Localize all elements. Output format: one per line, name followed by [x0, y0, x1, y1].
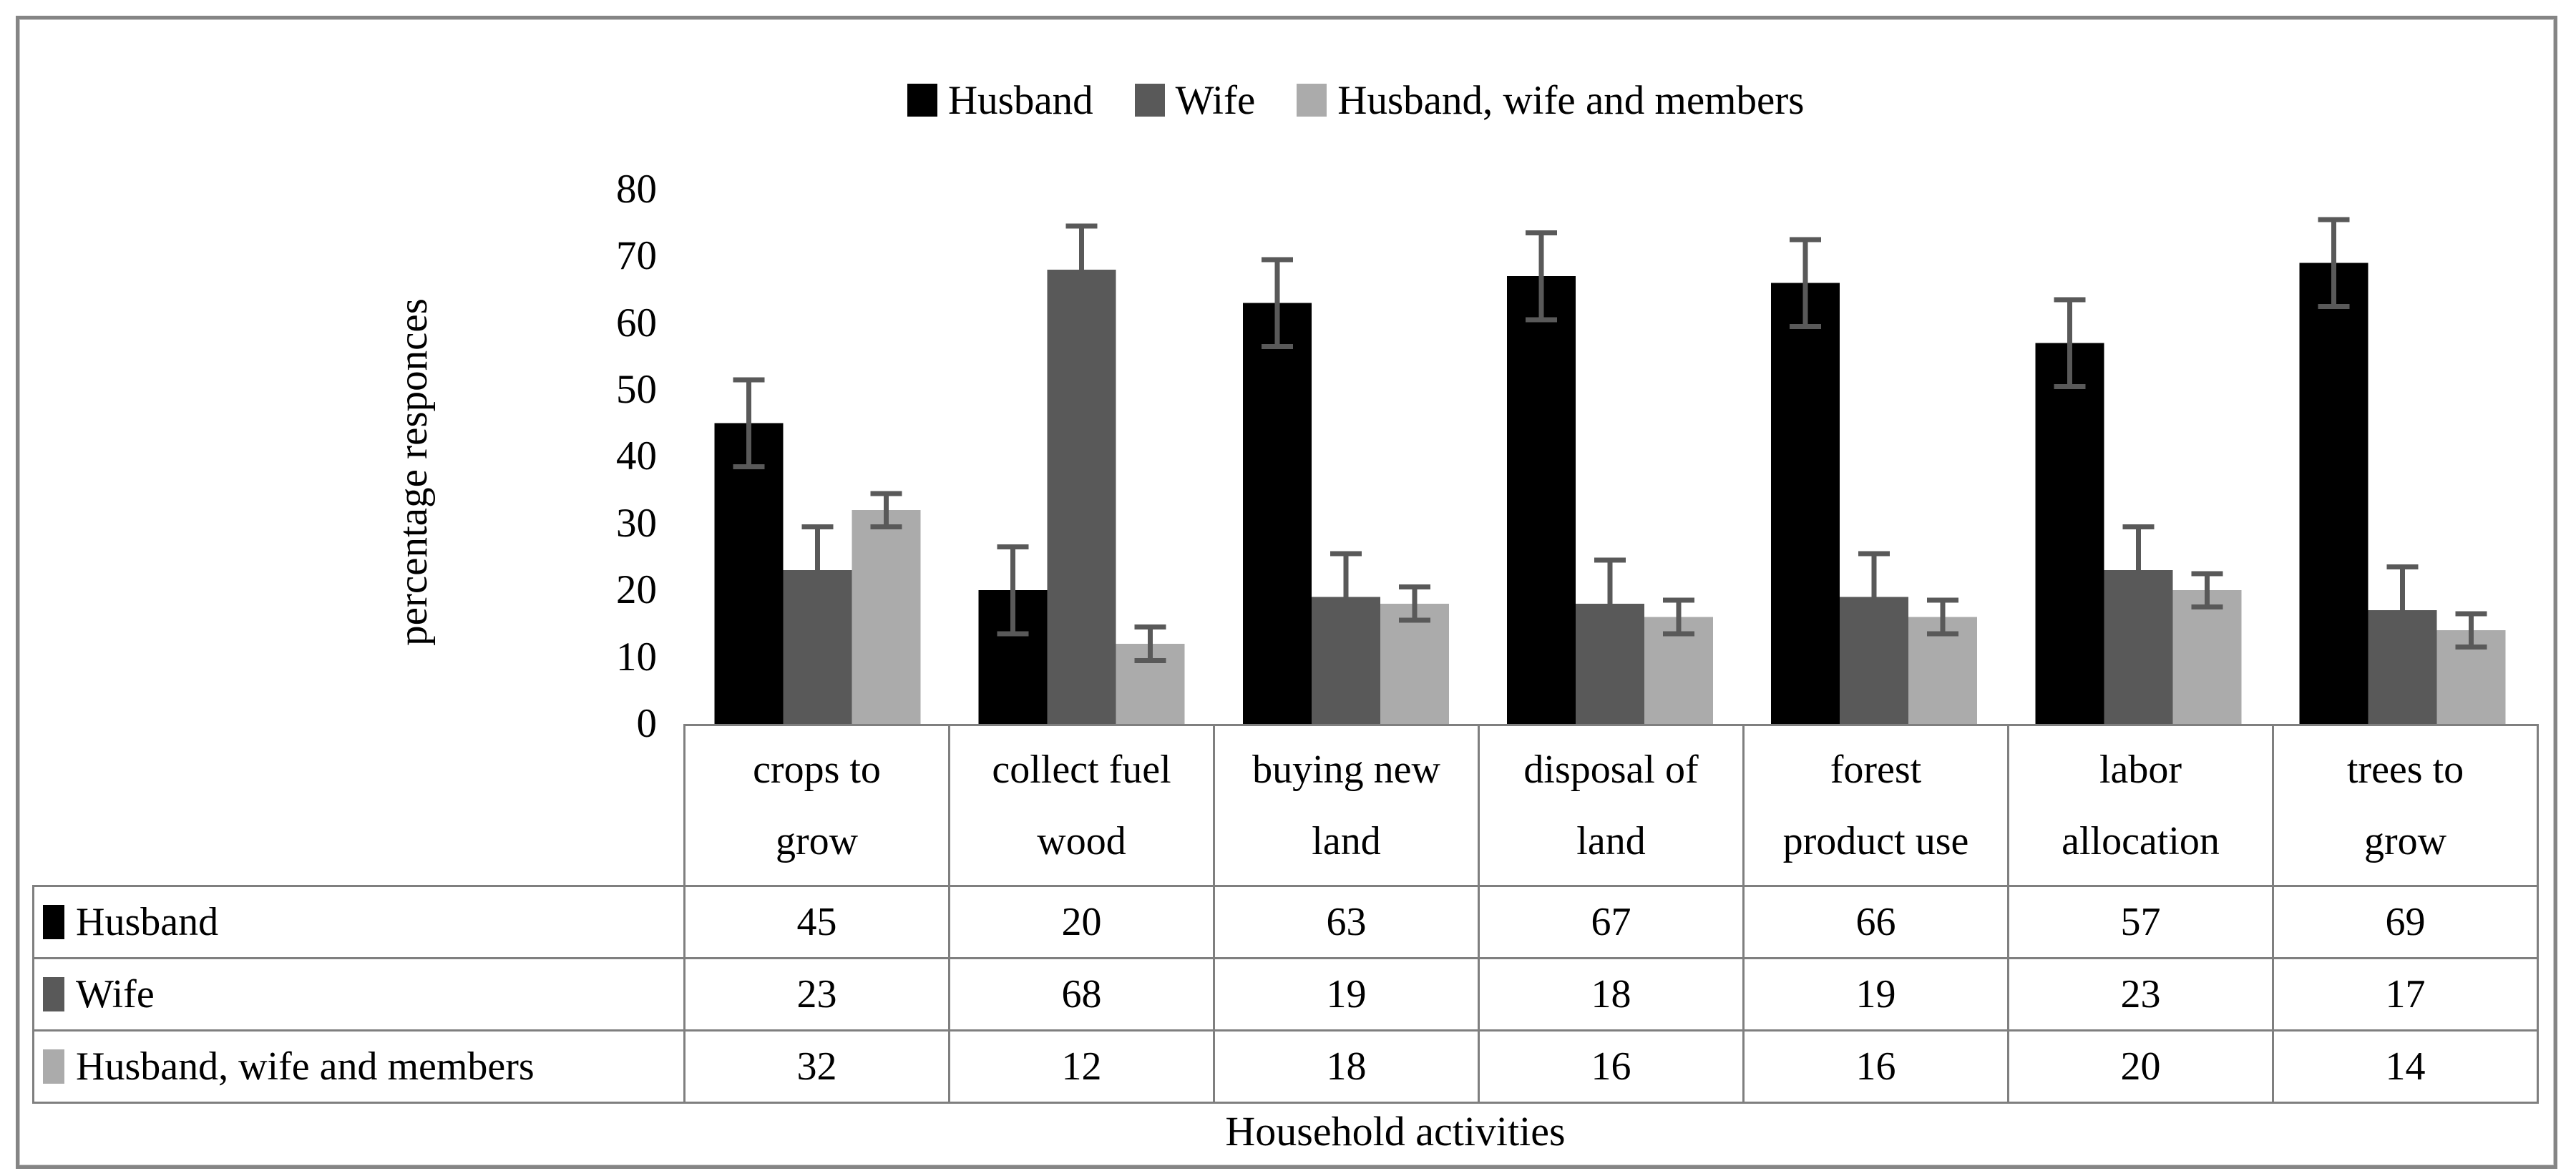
value-cell: 23	[2007, 957, 2274, 1032]
column-header: crops to grow	[683, 724, 950, 887]
value-cell: 57	[2007, 885, 2274, 959]
value-cell: 14	[2272, 1029, 2539, 1104]
series-swatch	[43, 905, 64, 939]
row-label: Husband	[36, 899, 683, 945]
series-name: Wife	[76, 972, 155, 1016]
row-label-cell: Wife	[32, 957, 686, 1032]
legend-swatch	[907, 84, 937, 117]
column-header: collect fuel wood	[948, 724, 1215, 887]
legend-item: Husband, wife and members	[1297, 77, 1804, 124]
y-axis-tick-label: 0	[636, 701, 658, 746]
value-cell: 69	[2272, 885, 2539, 959]
bar	[2299, 263, 2368, 724]
y-axis-tick-label: 20	[616, 567, 657, 613]
table-row: Husband 45 20 63 67 66 57 69	[32, 885, 2539, 959]
bar	[1507, 276, 1576, 725]
y-axis-tick-label: 80	[616, 166, 657, 212]
value-cell: 16	[1478, 1029, 1745, 1104]
bar-plot	[714, 217, 2506, 725]
value-cell: 20	[2007, 1029, 2274, 1104]
row-label-cell: Husband	[32, 885, 686, 959]
legend-swatch	[1297, 84, 1327, 117]
row-label: Husband, wife and members	[36, 1044, 683, 1089]
legend-item: Wife	[1134, 77, 1256, 124]
bar	[852, 510, 921, 724]
value-cell: 63	[1213, 885, 1480, 959]
data-table: crops to grow collect fuel wood buying new…	[32, 724, 2539, 1104]
bar	[2172, 590, 2242, 724]
x-axis-title: Household activities	[1225, 1108, 1566, 1155]
legend-label: Husband, wife and members	[1337, 77, 1805, 123]
table-header-row: crops to grow collect fuel wood buying new…	[34, 724, 2539, 887]
y-axis-tick-label: 70	[616, 233, 657, 279]
y-axis-tick-label: 50	[616, 367, 657, 412]
table-row: Wife 23 68 19 18 19 23 17	[32, 957, 2539, 1032]
row-label: Wife	[36, 971, 683, 1017]
value-cell: 19	[1742, 957, 2009, 1032]
bar	[1380, 603, 1449, 724]
legend-label: Husband	[948, 77, 1093, 123]
bar	[1771, 283, 1840, 724]
bar	[714, 423, 784, 724]
column-header: buying new land	[1213, 724, 1480, 887]
series-name: Husband	[76, 900, 219, 944]
chart-legend: Husband Wife Husband, wife and members	[907, 77, 1804, 123]
value-cell: 12	[948, 1029, 1215, 1104]
value-cell: 19	[1213, 957, 1480, 1032]
value-cell: 67	[1478, 885, 1745, 959]
column-header: forest product use	[1742, 724, 2009, 887]
legend-item: Husband	[907, 77, 1093, 124]
column-header: disposal of land	[1478, 724, 1745, 887]
series-swatch	[43, 1049, 64, 1084]
column-header: labor allocation	[2007, 724, 2274, 887]
y-axis-tick-label: 30	[616, 500, 657, 546]
bar	[2035, 343, 2104, 724]
value-cell: 17	[2272, 957, 2539, 1032]
y-axis-tick-label: 40	[616, 433, 657, 479]
table-corner-cell	[34, 725, 685, 886]
bar	[1242, 303, 1312, 725]
bar	[1047, 269, 1116, 724]
value-cell: 23	[683, 957, 950, 1032]
value-cell: 32	[683, 1029, 950, 1104]
legend-label: Wife	[1175, 77, 1256, 123]
value-cell: 16	[1742, 1029, 2009, 1104]
value-cell: 68	[948, 957, 1215, 1032]
column-header: trees to grow	[2272, 724, 2539, 887]
series-name: Husband, wife and members	[76, 1044, 535, 1089]
y-axis-tick-label: 60	[616, 300, 657, 346]
row-label-cell: Husband, wife and members	[32, 1029, 686, 1104]
legend-swatch	[1134, 84, 1165, 117]
value-cell: 18	[1478, 957, 1745, 1032]
y-axis-tick-label: 10	[616, 634, 657, 680]
value-cell: 18	[1213, 1029, 1480, 1104]
value-cell: 66	[1742, 885, 2009, 959]
series-swatch	[43, 977, 64, 1011]
value-cell: 45	[683, 885, 950, 959]
table-row: Husband, wife and members 32 12 18 16 16 20 14	[32, 1029, 2539, 1104]
value-cell: 20	[948, 885, 1215, 959]
